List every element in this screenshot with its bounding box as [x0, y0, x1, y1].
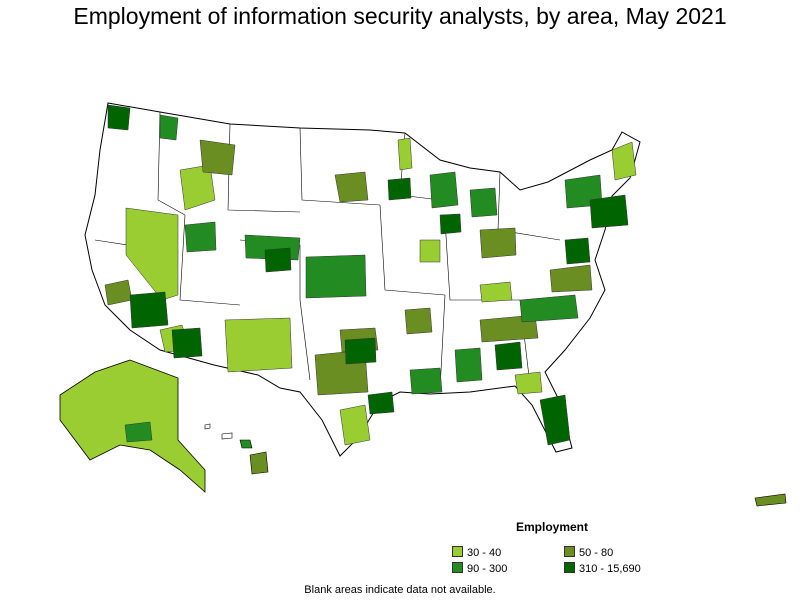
legend-label: 310 - 15,690 — [579, 563, 641, 575]
area-michigan — [469, 187, 498, 218]
area-chicago — [439, 213, 462, 235]
legend-swatch — [452, 546, 463, 557]
area-arkansas — [404, 307, 433, 335]
puerto-rico — [754, 493, 787, 507]
legend-swatch — [564, 562, 575, 573]
area-louisiana — [409, 367, 443, 395]
shaded-areas — [104, 104, 637, 446]
area-phoenix — [129, 291, 169, 329]
area-washington-east — [159, 114, 179, 141]
area-dallas — [344, 337, 377, 365]
area-houston — [367, 391, 395, 415]
area-nd-east — [334, 171, 369, 203]
area-dc — [564, 237, 591, 265]
area-alabama — [454, 347, 483, 383]
area-north-carolina — [519, 294, 579, 323]
area-ohio — [479, 227, 517, 259]
area-kentucky — [479, 281, 513, 303]
legend-item-90-300: 90 - 300 — [452, 562, 507, 575]
hawaii — [204, 423, 269, 475]
area-virginia — [549, 264, 593, 293]
area-utah — [184, 221, 217, 253]
footnote: Blank areas indicate data not available. — [304, 584, 496, 596]
area-nevada — [125, 207, 179, 301]
area-montana-west — [199, 139, 236, 176]
legend-item-50-80: 50 - 80 — [564, 546, 613, 559]
area-texas-south — [339, 404, 371, 446]
area-wisconsin — [429, 171, 459, 209]
area-florida — [539, 394, 571, 446]
area-kansas — [305, 254, 367, 299]
legend-item-310-15690: 310 - 15,690 — [564, 562, 641, 575]
area-georgia-coast — [514, 371, 543, 395]
map-title: Employment of information security analy… — [73, 3, 727, 29]
legend-title: Employment — [516, 520, 589, 534]
area-borders — [94, 111, 561, 391]
area-new-mexico — [224, 317, 293, 373]
area-maine — [611, 141, 637, 181]
area-tucson — [171, 327, 203, 359]
legend-swatch — [564, 546, 575, 557]
area-denver — [264, 247, 292, 273]
legend-swatch — [452, 562, 463, 573]
legend-label: 30 - 40 — [467, 547, 502, 559]
area-minneapolis — [387, 177, 412, 201]
legend-item-30-40: 30 - 40 — [452, 546, 501, 559]
area-idaho-west — [179, 164, 216, 211]
area-seattle — [107, 104, 131, 131]
area-atlanta — [494, 341, 523, 371]
legend-label: 90 - 300 — [467, 563, 508, 575]
area-minnesota-north — [397, 137, 413, 171]
area-illinois-south — [419, 239, 441, 263]
alaska-anchorage — [124, 421, 153, 443]
legend-label: 50 - 80 — [579, 547, 614, 559]
area-northeast — [589, 194, 629, 229]
